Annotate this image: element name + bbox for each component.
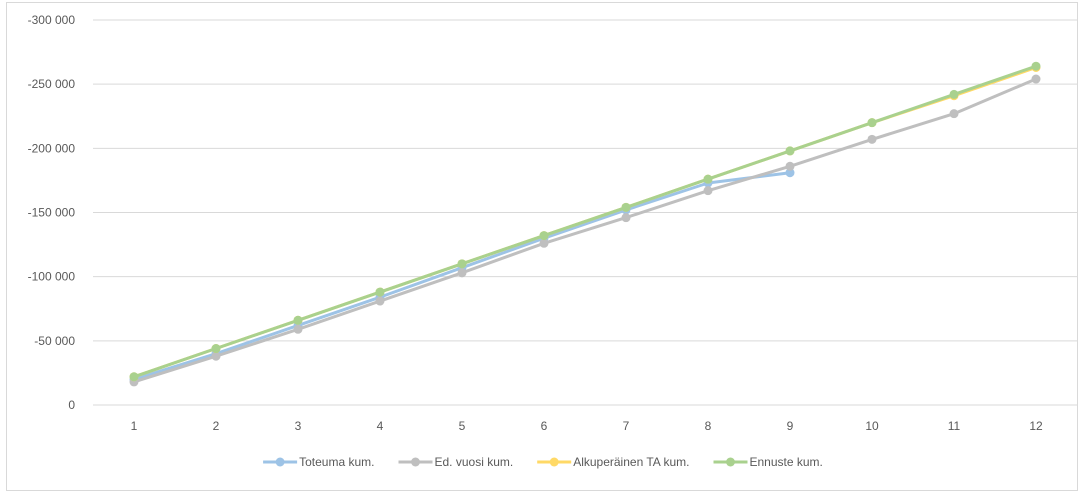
data-point — [129, 372, 139, 382]
data-point — [375, 287, 385, 297]
legend-item: Ed. vuosi kum. — [398, 455, 514, 469]
data-point — [293, 315, 303, 325]
x-tick-label: 8 — [705, 419, 712, 433]
legend-label: Ennuste kum. — [750, 455, 823, 469]
x-tick-label: 7 — [623, 419, 630, 433]
legend-marker — [275, 457, 285, 467]
series-4 — [129, 61, 1041, 382]
legend-item: Alkuperäinen TA kum. — [537, 455, 689, 469]
y-tick-label: -50 000 — [34, 334, 75, 348]
y-tick-label: -250 000 — [28, 77, 76, 91]
data-point — [867, 118, 877, 128]
x-axis: 1 2 3 4 5 6 7 8 9 10 11 12 — [131, 419, 1043, 433]
legend-marker — [549, 457, 559, 467]
x-tick-label: 11 — [948, 419, 961, 433]
y-axis: 0 -50 000 -100 000 -150 000 -200 000 -250 000… — [28, 13, 76, 412]
data-point — [1031, 61, 1041, 71]
legend-label: Alkuperäinen TA kum. — [573, 455, 689, 469]
line-chart: 0 -50 000 -100 000 -150 000 -200 000 -250 000… — [28, 13, 1077, 469]
data-point — [539, 231, 549, 241]
data-point — [211, 351, 221, 361]
x-tick-label: 4 — [377, 419, 384, 433]
series-line — [132, 64, 1038, 379]
chart-area: 0 -50 000 -100 000 -150 000 -200 000 -250 000… — [6, 2, 1078, 491]
x-tick-label: 5 — [459, 419, 466, 433]
data-point — [1031, 74, 1041, 84]
data-point — [457, 259, 467, 269]
x-tick-label: 10 — [865, 419, 879, 433]
data-point — [703, 186, 713, 196]
legend-marker — [411, 457, 420, 467]
data-point — [539, 238, 549, 248]
series-line — [132, 77, 1038, 384]
series-2 — [129, 74, 1041, 387]
data-point — [621, 202, 631, 212]
legend-marker — [726, 457, 735, 467]
y-tick-label: -100 000 — [28, 270, 76, 284]
x-tick-label: 3 — [295, 419, 302, 433]
data-point — [211, 344, 221, 354]
y-tick-label: -150 000 — [28, 206, 76, 220]
y-tick-label: -200 000 — [28, 141, 76, 155]
data-point — [621, 213, 631, 223]
data-point — [457, 268, 467, 278]
data-point — [785, 146, 795, 156]
x-tick-label: 2 — [213, 419, 220, 433]
x-tick-label: 6 — [541, 419, 548, 433]
data-point — [703, 174, 713, 184]
legend-label: Toteuma kum. — [299, 455, 374, 469]
y-tick-label: 0 — [68, 398, 75, 412]
data-point — [785, 161, 795, 171]
data-point — [785, 168, 795, 178]
data-point — [375, 296, 385, 306]
y-tick-label: -300 000 — [28, 13, 76, 27]
data-point — [293, 324, 303, 334]
data-point — [949, 89, 959, 99]
data-point — [949, 109, 959, 119]
x-tick-label: 9 — [787, 419, 794, 433]
legend-label: Ed. vuosi kum. — [435, 455, 514, 469]
series-lines — [129, 61, 1041, 387]
x-tick-label: 1 — [131, 419, 138, 433]
data-point — [867, 134, 877, 144]
legend-item: Ennuste kum. — [713, 455, 823, 469]
x-tick-label: 12 — [1029, 419, 1043, 433]
legend: Toteuma kum. Ed. vuosi kum. Alkuperäinen T… — [263, 455, 823, 469]
legend-item: Toteuma kum. — [263, 455, 374, 469]
